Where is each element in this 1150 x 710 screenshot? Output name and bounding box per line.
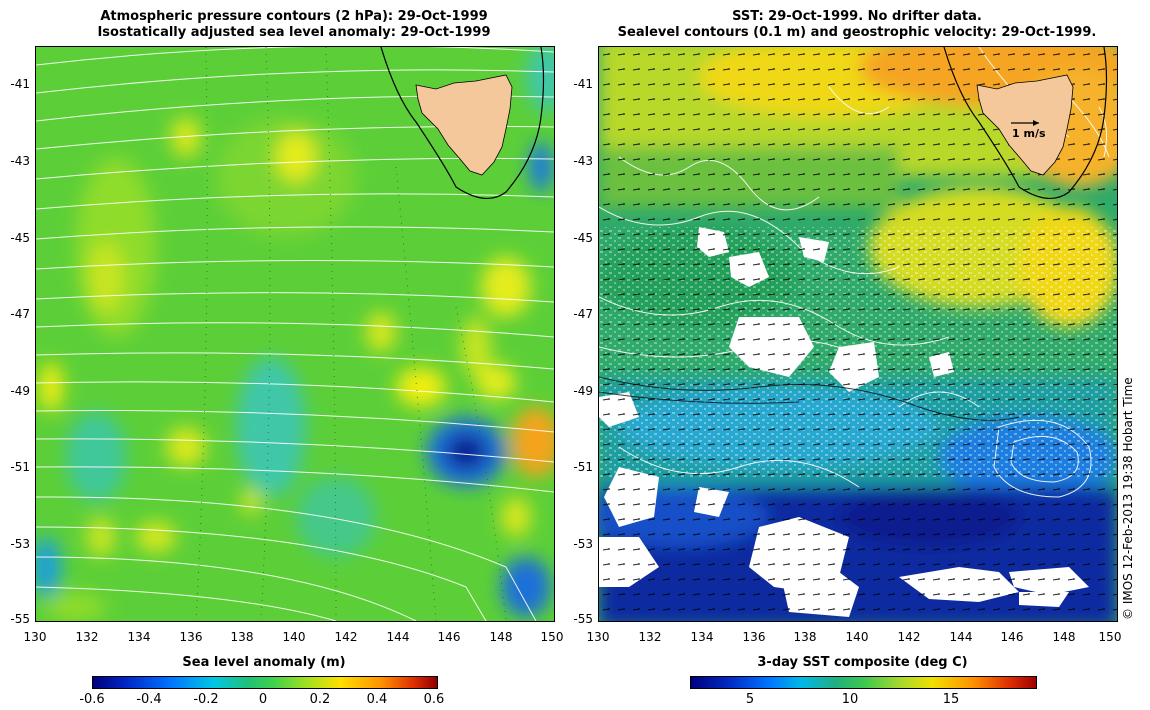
tasmania-land-sst	[976, 74, 1074, 176]
left-title-line1: Atmospheric pressure contours (2 hPa): 2…	[100, 9, 488, 24]
lat-tick: -41	[10, 77, 30, 91]
dotted-contours	[195, 47, 507, 621]
sla-tick: -0.4	[136, 692, 162, 707]
lat-tick: -49	[573, 384, 593, 398]
left-title-line2: Isostatically adjusted sea level anomaly…	[97, 25, 491, 40]
lon-tick: 132	[638, 630, 662, 644]
lat-tick: -51	[10, 460, 30, 474]
lat-tick: -49	[10, 384, 30, 398]
sst-tick: 5	[745, 692, 755, 707]
sla-tick: 0.6	[423, 692, 445, 707]
lon-tick: 134	[690, 630, 714, 644]
lon-tick: 130	[586, 630, 610, 644]
right-title: SST: 29-Oct-1999. No drifter data. Seale…	[598, 9, 1116, 41]
lat-tick: -55	[573, 612, 593, 626]
sla-tick: -0.2	[193, 692, 219, 707]
lat-tick: -51	[573, 460, 593, 474]
lat-tick: -47	[10, 307, 30, 321]
lat-tick: -53	[10, 537, 30, 551]
velocity-scale-label: 1 m/s	[1012, 127, 1046, 140]
lon-tick: 150	[1098, 630, 1122, 644]
sla-tick: -0.6	[79, 692, 105, 707]
sst-colorbar-title: 3-day SST composite (deg C)	[757, 655, 968, 670]
sst-tick: 15	[942, 692, 960, 707]
lon-tick: 150	[540, 630, 564, 644]
velocity-scale-arrow	[1011, 120, 1039, 126]
lon-tick: 144	[949, 630, 973, 644]
sst-colorbar	[690, 676, 1037, 689]
lon-tick: 130	[23, 630, 47, 644]
shelf-contour	[380, 47, 545, 199]
lon-tick: 138	[230, 630, 254, 644]
lon-tick: 148	[1052, 630, 1076, 644]
sla-colorbar-title: Sea level anomaly (m)	[182, 655, 346, 670]
lat-tick: -45	[10, 231, 30, 245]
lat-tick: -45	[573, 231, 593, 245]
imos-credit: © IMOS 12-Feb-2013 19:38 Hobart Time	[1121, 377, 1135, 620]
lon-tick: 140	[845, 630, 869, 644]
right-title-line2: Sealevel contours (0.1 m) and geostrophi…	[617, 25, 1097, 40]
lon-tick: 146	[1000, 630, 1024, 644]
lat-tick: -55	[10, 612, 30, 626]
lon-tick: 140	[282, 630, 306, 644]
lon-tick: 142	[334, 630, 358, 644]
sla-tick: 0.4	[366, 692, 388, 707]
lon-tick: 144	[386, 630, 410, 644]
sst-map[interactable]: 1 m/s	[598, 46, 1118, 622]
sea-level-anomaly-map[interactable]	[35, 46, 555, 622]
sst-tick: 10	[841, 692, 859, 707]
right-title-line1: SST: 29-Oct-1999. No drifter data.	[732, 9, 982, 24]
shelf-contour-sst	[943, 47, 1108, 199]
lat-tick: -43	[573, 154, 593, 168]
lat-tick: -43	[10, 154, 30, 168]
left-title: Atmospheric pressure contours (2 hPa): 2…	[35, 9, 553, 41]
sla-field-blobs	[36, 47, 554, 621]
sla-tick: 0	[258, 692, 268, 707]
lon-tick: 146	[437, 630, 461, 644]
lat-tick: -53	[573, 537, 593, 551]
lon-tick: 134	[127, 630, 151, 644]
lon-tick: 132	[75, 630, 99, 644]
lon-tick: 142	[897, 630, 921, 644]
sla-tick: 0.2	[309, 692, 331, 707]
lat-tick: -41	[573, 77, 593, 91]
lon-tick: 136	[179, 630, 203, 644]
lon-tick: 138	[793, 630, 817, 644]
lat-tick: -47	[573, 307, 593, 321]
lon-tick: 136	[742, 630, 766, 644]
lon-tick: 148	[489, 630, 513, 644]
sla-colorbar	[92, 676, 438, 689]
tasmania-land	[415, 74, 513, 176]
